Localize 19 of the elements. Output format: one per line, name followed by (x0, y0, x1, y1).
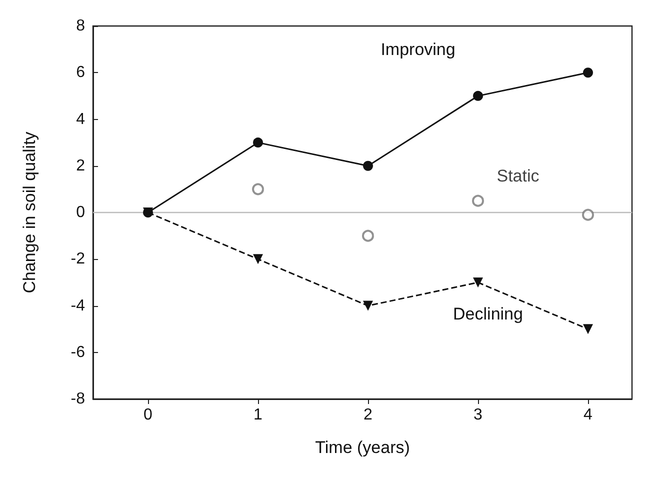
y-tick-label: -6 (70, 344, 86, 361)
y-tick-label: -2 (70, 250, 86, 268)
series-label: Static (496, 166, 540, 186)
y-tick-label: 0 (76, 204, 86, 221)
x-tick-label: 1 (254, 406, 263, 424)
y-tick-label: 2 (76, 157, 86, 174)
x-tick-label: 2 (364, 406, 373, 424)
x-axis-title: Time (years) (315, 438, 410, 457)
y-tick-label: 4 (76, 110, 86, 128)
x-tick-label: 4 (584, 406, 593, 424)
x-tick-label: 0 (144, 406, 153, 424)
y-tick-label: -4 (70, 297, 86, 314)
y-tick-label: 8 (76, 18, 86, 34)
x-tick-label: 3 (474, 406, 483, 424)
y-tick-label: -8 (70, 390, 86, 408)
y-tick-label: 6 (76, 64, 86, 82)
series-label: Declining (453, 304, 523, 324)
text: Improving (380, 40, 456, 59)
y-axis-title: Change in soil quality (20, 131, 39, 294)
